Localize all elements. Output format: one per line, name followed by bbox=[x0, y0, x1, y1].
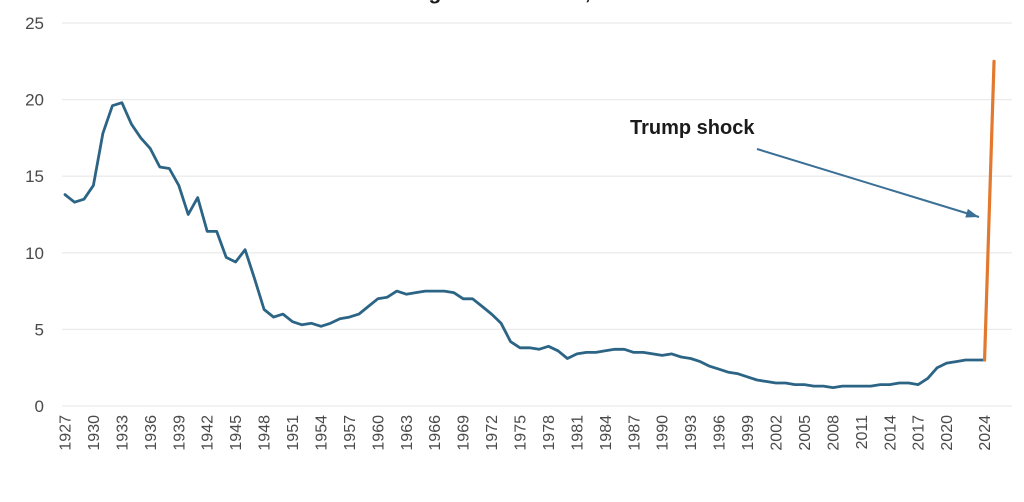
x-tick-label: 1990 bbox=[655, 415, 672, 451]
x-tick-label: 1996 bbox=[712, 415, 729, 451]
x-tick-label: 2017 bbox=[911, 415, 928, 451]
y-tick-label: 5 bbox=[35, 320, 44, 339]
x-tick-label: 1954 bbox=[313, 415, 330, 451]
x-tick-label: 1933 bbox=[114, 415, 131, 451]
x-tick-label: 1981 bbox=[569, 415, 586, 451]
x-tick-label: 1966 bbox=[427, 415, 444, 451]
x-tick-label: 2014 bbox=[882, 415, 899, 451]
x-tick-label: 1945 bbox=[228, 415, 245, 451]
y-tick-label: 25 bbox=[25, 14, 44, 33]
x-tick-label: 1936 bbox=[143, 415, 160, 451]
x-tick-label: 1951 bbox=[285, 415, 302, 451]
tariff-rate-line bbox=[63, 101, 986, 390]
x-tick-label: 1978 bbox=[541, 415, 558, 451]
x-tick-label: 2008 bbox=[825, 415, 842, 451]
trump-shock-spike-line bbox=[982, 59, 996, 362]
x-tick-label: 1960 bbox=[370, 415, 387, 451]
x-tick-label: 1987 bbox=[626, 415, 643, 451]
x-tick-label: 2011 bbox=[854, 415, 871, 450]
y-tick-label: 10 bbox=[25, 244, 44, 263]
x-tick-label: 1939 bbox=[171, 415, 188, 451]
x-tick-label: 1963 bbox=[399, 415, 416, 451]
x-tick-label: 2024 bbox=[977, 415, 994, 451]
x-tick-label: 1957 bbox=[342, 415, 359, 451]
x-tick-label: 1948 bbox=[257, 415, 274, 451]
x-tick-label: 1942 bbox=[200, 415, 217, 451]
annotation-arrowhead bbox=[965, 208, 979, 218]
y-tick-label: 0 bbox=[35, 397, 44, 416]
x-tick-label: 1984 bbox=[598, 415, 615, 451]
x-tick-label: 1975 bbox=[513, 415, 530, 451]
x-tick-label: 1930 bbox=[86, 415, 103, 451]
x-tick-label: 1999 bbox=[740, 415, 757, 451]
y-tick-label: 15 bbox=[25, 167, 44, 186]
x-tick-label: 2002 bbox=[769, 415, 786, 451]
x-tick-label: 1993 bbox=[683, 415, 700, 451]
y-tick-label: 20 bbox=[25, 91, 44, 110]
x-tick-label: 1972 bbox=[484, 415, 501, 451]
annotation-trump-shock: Trump shock bbox=[630, 117, 755, 139]
annotation-arrow bbox=[756, 148, 980, 218]
x-tick-label: 2020 bbox=[939, 415, 956, 451]
x-tick-label: 2005 bbox=[797, 415, 814, 451]
x-tick-label: 1927 bbox=[58, 415, 75, 451]
x-tick-label: 1969 bbox=[456, 415, 473, 451]
